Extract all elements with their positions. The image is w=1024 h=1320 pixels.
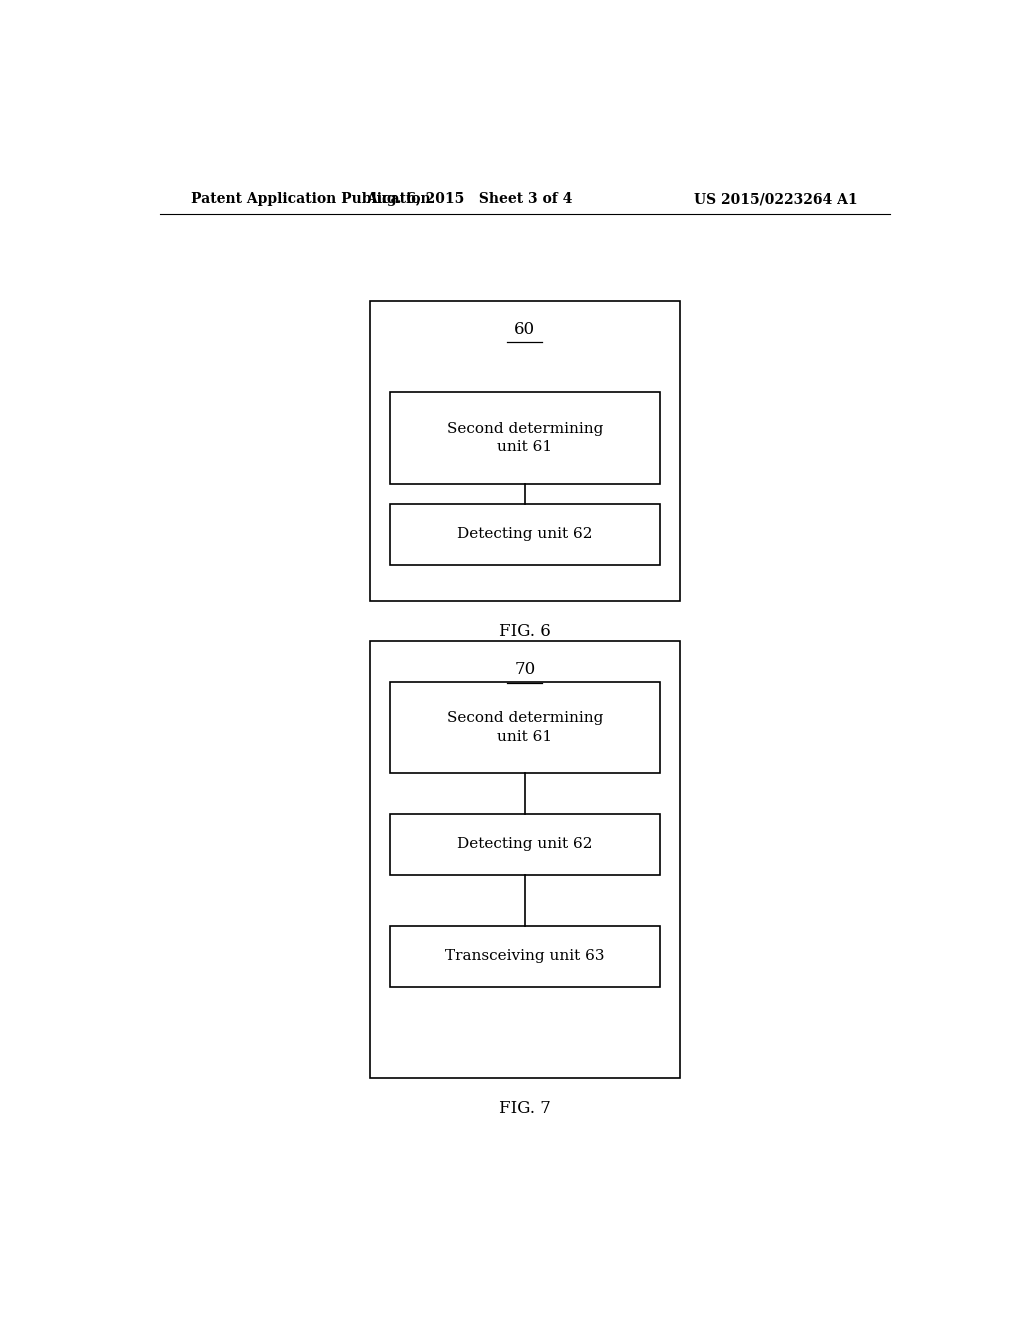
Text: Transceiving unit 63: Transceiving unit 63 [445,949,604,964]
Bar [390,392,659,483]
Text: Second determining
unit 61: Second determining unit 61 [446,711,603,743]
Bar [390,504,659,565]
Text: FIG. 7: FIG. 7 [499,1101,551,1117]
Text: FIG. 6: FIG. 6 [499,623,551,639]
Text: Aug. 6, 2015   Sheet 3 of 4: Aug. 6, 2015 Sheet 3 of 4 [366,191,572,206]
Bar [370,642,680,1078]
Text: 60: 60 [514,321,536,338]
Text: 70: 70 [514,661,536,678]
Text: Second determining
unit 61: Second determining unit 61 [446,421,603,454]
Text: Patent Application Publication: Patent Application Publication [191,191,431,206]
Text: Detecting unit 62: Detecting unit 62 [457,837,593,851]
Text: US 2015/0223264 A1: US 2015/0223264 A1 [694,191,858,206]
Bar [370,301,680,601]
Bar [390,925,659,987]
Bar [390,682,659,774]
Text: Detecting unit 62: Detecting unit 62 [457,528,593,541]
Bar [390,814,659,875]
